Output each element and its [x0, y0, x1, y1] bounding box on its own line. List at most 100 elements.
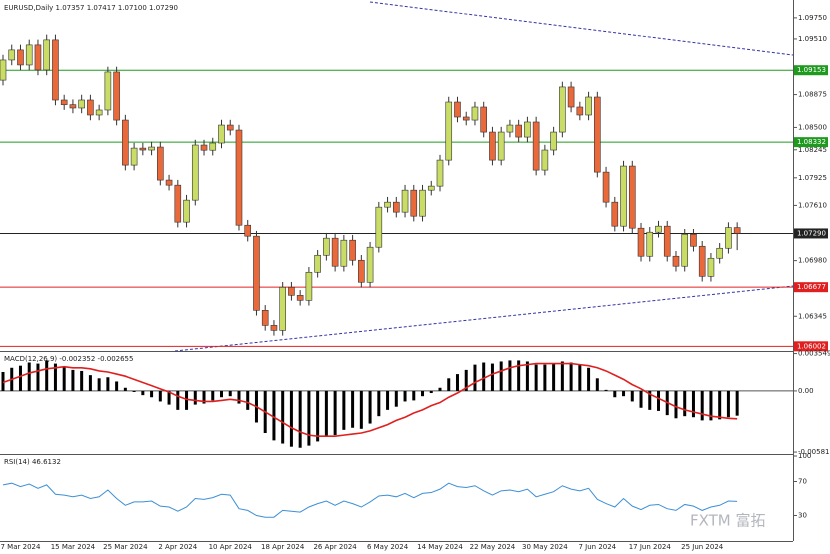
macd-bar	[202, 390, 206, 404]
y-tick-label: 0.00	[798, 387, 814, 395]
macd-bar	[158, 390, 162, 402]
candle-body	[52, 39, 59, 101]
macd-bar	[613, 390, 617, 398]
candle-body	[515, 124, 522, 138]
macd-bar	[490, 363, 494, 391]
macd-bar	[106, 377, 110, 391]
macd-bar	[316, 390, 320, 442]
macd-bar	[403, 390, 407, 402]
candle-body	[427, 185, 435, 191]
x-tick-label: 10 Apr 2024	[209, 543, 253, 551]
x-tick-label: 6 May 2024	[367, 543, 409, 551]
macd-bar	[193, 390, 197, 405]
candle-body	[305, 271, 313, 301]
macd-bar	[587, 367, 591, 391]
candle-body	[60, 99, 68, 105]
macd-bar	[220, 390, 223, 398]
candle-body	[646, 231, 654, 257]
candle-body	[8, 49, 16, 61]
candle-body	[366, 246, 374, 283]
candle-body	[270, 325, 278, 331]
candle-body	[87, 99, 94, 116]
macd-bar	[351, 390, 355, 428]
candle-body	[209, 142, 217, 151]
macd-bar	[648, 390, 652, 410]
candle-body	[17, 49, 24, 66]
macd-bar	[246, 390, 250, 410]
candle-body	[410, 189, 418, 217]
candle-body	[296, 295, 304, 301]
level-label-box	[794, 341, 828, 352]
macd-bar	[482, 362, 486, 391]
macd-bar	[569, 362, 573, 391]
macd-bar	[62, 366, 66, 391]
candle-body	[261, 310, 269, 326]
candle-body	[165, 179, 173, 186]
candle-body	[148, 146, 155, 151]
macd-bar	[473, 364, 477, 391]
macd-bar	[324, 390, 328, 437]
macd-bar	[455, 374, 459, 391]
rsi-title: RSI(14) 46.6132	[4, 458, 61, 466]
macd-bar	[150, 390, 154, 398]
candle-body	[69, 104, 77, 109]
candle-body	[226, 124, 234, 131]
level-label: 1.07290	[797, 229, 826, 237]
candle-body	[130, 147, 138, 166]
macd-bar	[36, 363, 40, 391]
macd-bar	[289, 390, 293, 447]
macd-bar	[726, 390, 730, 418]
macd-bar	[674, 390, 678, 419]
macd-bar	[604, 389, 608, 391]
macd-bar	[560, 361, 564, 391]
macd-bar	[80, 370, 84, 391]
candle-body	[183, 199, 190, 223]
macd-bar	[359, 390, 363, 429]
macd-bar	[281, 390, 285, 444]
candle-body	[585, 96, 592, 116]
macd-bar	[639, 390, 643, 408]
macd-bar	[132, 390, 136, 392]
macd-bar	[700, 390, 704, 421]
macd-bar	[508, 360, 512, 391]
macd-bar	[97, 378, 101, 391]
candle-body	[716, 247, 723, 259]
y-tick-label: 1.06345	[798, 312, 827, 320]
x-tick-label: 25 Mar 2024	[103, 543, 148, 551]
y-tick-label: 100	[798, 452, 811, 460]
macd-bar	[595, 378, 599, 391]
macd-bar	[1, 371, 5, 391]
candle-body	[489, 131, 496, 161]
x-tick-label: 7 Mar 2024	[1, 543, 41, 551]
candle-body	[43, 39, 51, 71]
x-tick-label: 22 May 2024	[470, 543, 516, 551]
candle-body	[681, 233, 689, 267]
macd-bar	[657, 390, 660, 411]
macd-bar	[543, 364, 547, 391]
y-tick-label: 1.07610	[798, 201, 827, 209]
level-label: 1.06002	[797, 342, 826, 350]
x-tick-label: 25 Jun 2024	[681, 543, 724, 551]
macd-bar	[447, 378, 451, 391]
candle-body	[288, 286, 295, 296]
macd-bar	[499, 361, 503, 391]
candle-body	[698, 245, 706, 277]
candle-body	[104, 71, 112, 111]
y-tick-label: 1.09510	[798, 35, 827, 43]
macd-bar	[429, 390, 433, 394]
candle-body	[620, 165, 627, 227]
candle-body	[157, 146, 164, 181]
candle-body	[637, 227, 645, 257]
macd-bar	[464, 369, 468, 391]
trend-line	[174, 285, 794, 352]
candle-body	[471, 106, 479, 121]
candle-body	[139, 147, 147, 151]
candle-body	[725, 227, 732, 249]
y-tick-label: 1.08500	[798, 123, 827, 131]
macd-bar	[115, 381, 119, 391]
macd-bar	[421, 390, 425, 397]
y-tick-label: 70	[798, 478, 807, 486]
candle-body	[95, 109, 103, 116]
rsi-line	[2, 482, 738, 518]
